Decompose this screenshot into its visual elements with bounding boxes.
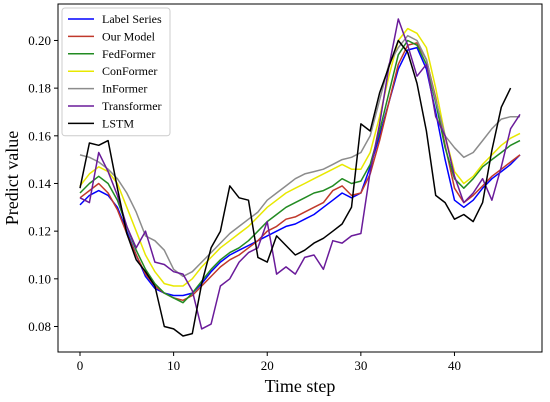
y-tick-label: 0.12 xyxy=(28,224,51,239)
plot-frame xyxy=(57,3,543,353)
x-axis: 0 10 20 30 40 xyxy=(77,352,461,373)
y-axis: 0.08 0.10 0.12 0.14 0.16 0.18 0.20 xyxy=(28,33,58,334)
legend-label: InFormer xyxy=(102,82,147,96)
series-line-5 xyxy=(79,18,521,330)
legend-box xyxy=(61,7,171,137)
legend-label: ConFormer xyxy=(102,64,157,78)
legend-label: Transformer xyxy=(102,99,162,113)
legend-label: Label Series xyxy=(102,12,162,26)
y-tick-label: 0.14 xyxy=(28,176,51,191)
y-tick-label: 0.08 xyxy=(28,319,51,334)
x-tick-label: 30 xyxy=(354,358,367,373)
x-tick-label: 20 xyxy=(261,358,274,373)
legend-label: Our Model xyxy=(102,29,156,43)
y-tick-label: 0.18 xyxy=(28,81,51,96)
legend-label: FedFormer xyxy=(102,47,155,61)
x-tick-label: 40 xyxy=(448,358,461,373)
y-axis-label: Predict value xyxy=(2,131,22,225)
y-tick-label: 0.20 xyxy=(28,33,51,48)
legend-label: LSTM xyxy=(102,116,134,130)
series-line-4 xyxy=(79,34,520,278)
x-tick-label: 10 xyxy=(167,358,180,373)
x-axis-label: Time step xyxy=(265,376,336,396)
x-tick-label: 0 xyxy=(77,358,84,373)
y-tick-label: 0.10 xyxy=(28,271,51,286)
series-line-6 xyxy=(79,39,512,337)
series-layer xyxy=(79,18,521,337)
series-line-2 xyxy=(79,39,521,304)
legend: Label Series Our Model FedFormer ConFormer I… xyxy=(61,7,171,137)
series-line-0 xyxy=(79,46,521,297)
y-tick-label: 0.16 xyxy=(28,128,51,143)
